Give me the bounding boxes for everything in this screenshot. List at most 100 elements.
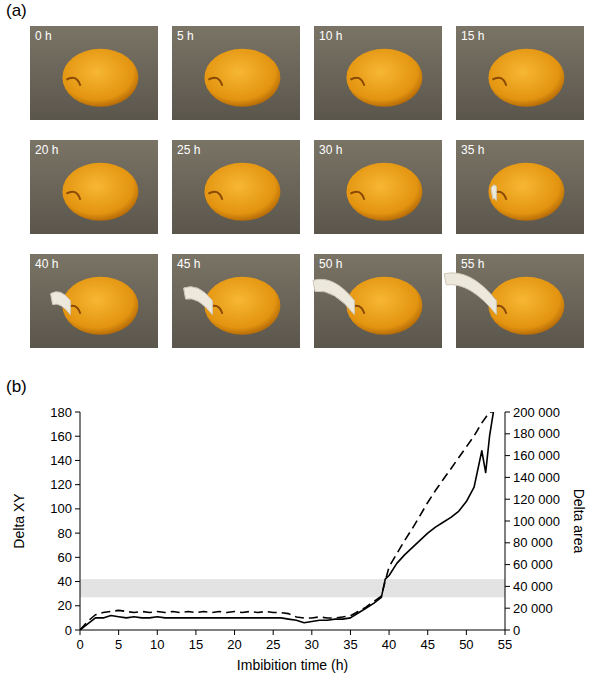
seed	[346, 163, 422, 221]
photo-frame: 50 h	[313, 254, 442, 348]
y2-tick-label: 0	[513, 623, 520, 638]
x-tick-label: 0	[76, 637, 83, 652]
frame-time-label: 5 h	[177, 29, 194, 43]
y-tick	[75, 581, 80, 582]
x-tick	[157, 630, 158, 635]
frame-time-label: 30 h	[319, 143, 342, 157]
y2-tick-label: 100 000	[513, 514, 560, 529]
seed	[488, 163, 564, 221]
photo-frame: 0 h	[30, 26, 158, 120]
y2-tick	[505, 433, 510, 434]
y2-tick	[505, 608, 510, 609]
y2-tick-label: 200 000	[513, 405, 560, 420]
frame-time-label: 50 h	[319, 257, 342, 271]
y-axis-line	[80, 412, 81, 630]
x-tick	[505, 630, 506, 635]
y-tick	[75, 630, 80, 631]
y2-tick-label: 80 000	[513, 535, 553, 550]
seed	[488, 49, 564, 107]
x-tick-label: 30	[305, 637, 319, 652]
frame-time-label: 25 h	[177, 143, 200, 157]
photo-frame: 15 h	[456, 26, 584, 120]
y2-tick-label: 180 000	[513, 426, 560, 441]
y-axis-title: Delta XY	[11, 493, 27, 549]
seed	[62, 277, 138, 335]
x-tick-label: 35	[343, 637, 357, 652]
x-tick-label: 50	[459, 637, 473, 652]
frame-time-label: 20 h	[35, 143, 58, 157]
panel-label: (b)	[6, 377, 27, 396]
x-axis-line	[80, 630, 505, 631]
seed	[204, 49, 280, 107]
y2-tick	[505, 455, 510, 456]
photo-frame: 45 h	[172, 254, 300, 348]
photo-background	[30, 140, 158, 234]
x-tick	[311, 630, 312, 635]
seed-embryo	[66, 78, 80, 86]
x-tick	[389, 630, 390, 635]
y-tick-label: 120	[50, 477, 72, 492]
photo-background	[30, 26, 158, 120]
y2-tick-label: 120 000	[513, 492, 560, 507]
x-tick-label: 10	[150, 637, 164, 652]
y-tick-label: 0	[65, 623, 72, 638]
photo-background	[314, 254, 442, 348]
seed-embryo	[208, 78, 222, 86]
shaded-band	[80, 579, 505, 597]
frame-time-label: 0 h	[35, 29, 52, 43]
y2-tick	[505, 586, 510, 587]
seed-embryo	[66, 192, 80, 200]
y2-tick-label: 40 000	[513, 579, 553, 594]
y-tick	[75, 533, 80, 534]
y-tick	[75, 605, 80, 606]
series-line	[80, 412, 493, 630]
seed	[204, 163, 280, 221]
x-axis-title: Imbibition time (h)	[237, 657, 348, 673]
y2-tick	[505, 499, 510, 500]
y2-tick	[505, 542, 510, 543]
seed	[62, 49, 138, 107]
photo-background	[456, 140, 584, 234]
photo-frame: 5 h	[172, 26, 300, 120]
x-tick-label: 40	[382, 637, 396, 652]
photo-background	[172, 140, 300, 234]
y2-tick-label: 140 000	[513, 470, 560, 485]
x-tick	[273, 630, 274, 635]
photo-frame: 35 h	[456, 140, 584, 234]
y-tick-label: 40	[58, 574, 72, 589]
figure: (a)0 h5 h10 h15 h20 h25 h30 h35 h40 h45 …	[0, 0, 598, 679]
x-tick-label: 15	[189, 637, 203, 652]
y2-tick-label: 60 000	[513, 557, 553, 572]
y-tick	[75, 412, 80, 413]
x-tick-label: 55	[498, 637, 512, 652]
frame-time-label: 40 h	[35, 257, 58, 271]
x-tick-label: 20	[227, 637, 241, 652]
photo-background	[172, 254, 300, 348]
y2-tick	[505, 630, 510, 631]
x-tick-label: 25	[266, 637, 280, 652]
x-tick	[466, 630, 467, 635]
radicle	[491, 185, 496, 201]
photo-frame: 40 h	[30, 254, 158, 348]
frame-time-label: 45 h	[177, 257, 200, 271]
seed	[346, 277, 422, 335]
seed	[204, 277, 280, 335]
frame-time-label: 55 h	[461, 257, 484, 271]
y-tick	[75, 460, 80, 461]
photo-background	[314, 140, 442, 234]
y-tick-label: 20	[58, 598, 72, 613]
x-tick	[350, 630, 351, 635]
y2-tick	[505, 564, 510, 565]
photo-background	[30, 254, 158, 348]
x-tick-label: 5	[115, 637, 122, 652]
y2-tick-label: 20 000	[513, 601, 553, 616]
y-tick-label: 160	[50, 429, 72, 444]
x-tick	[427, 630, 428, 635]
photo-frame: 20 h	[30, 140, 158, 234]
frame-time-label: 10 h	[319, 29, 342, 43]
seed	[346, 49, 422, 107]
photo-background	[456, 254, 584, 348]
x-tick	[195, 630, 196, 635]
y-tick-label: 140	[50, 453, 72, 468]
photo-frame: 10 h	[314, 26, 442, 120]
